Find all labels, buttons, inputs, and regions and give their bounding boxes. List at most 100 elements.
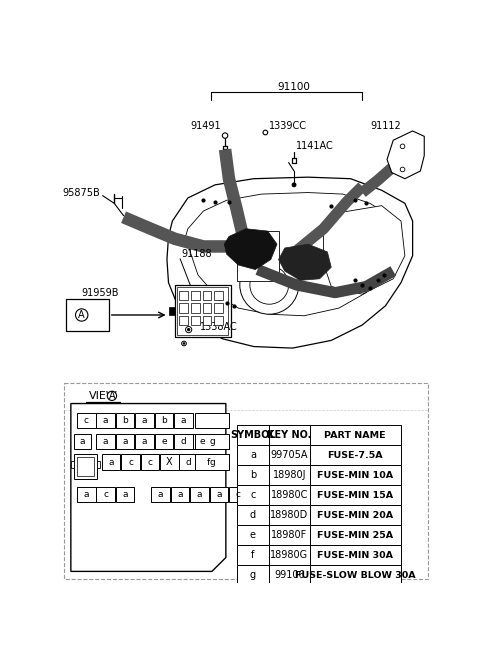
Bar — [269, 425, 310, 445]
Bar — [77, 457, 94, 476]
Text: a: a — [158, 490, 164, 499]
Bar — [214, 291, 223, 301]
Bar — [310, 505, 401, 525]
Text: FUSE-MIN 20A: FUSE-MIN 20A — [317, 511, 393, 519]
Bar — [310, 565, 401, 586]
Text: c: c — [84, 416, 89, 425]
Bar — [203, 291, 211, 301]
Text: d: d — [186, 458, 192, 466]
Text: SYMBOL: SYMBOL — [230, 430, 276, 440]
Text: a: a — [103, 416, 108, 425]
Text: 1338AC: 1338AC — [200, 322, 237, 331]
Bar — [269, 505, 310, 525]
Circle shape — [292, 183, 296, 187]
Text: a: a — [142, 437, 147, 446]
Bar — [310, 465, 401, 485]
Bar — [71, 460, 74, 468]
Text: c: c — [103, 490, 108, 499]
Bar — [116, 434, 134, 449]
Bar — [191, 316, 200, 325]
Circle shape — [183, 343, 185, 345]
Bar — [237, 505, 269, 525]
Bar — [74, 434, 91, 449]
Text: g: g — [250, 571, 256, 580]
Bar — [190, 487, 209, 502]
Text: f: f — [252, 550, 255, 560]
Text: 18980D: 18980D — [270, 510, 309, 520]
Bar — [180, 455, 198, 470]
Bar — [174, 434, 192, 449]
Bar — [237, 425, 269, 445]
Polygon shape — [387, 131, 424, 179]
Text: 91491: 91491 — [191, 121, 221, 130]
Bar — [214, 303, 223, 312]
Text: 1141AC: 1141AC — [296, 141, 334, 151]
Bar — [155, 413, 173, 428]
Bar — [116, 487, 134, 502]
Text: e: e — [250, 530, 256, 540]
Circle shape — [181, 341, 186, 346]
Bar — [210, 487, 228, 502]
Text: A: A — [108, 391, 115, 401]
Text: X: X — [166, 457, 173, 467]
Bar — [64, 383, 428, 579]
Text: 91100: 91100 — [277, 82, 311, 92]
Text: g: g — [209, 458, 215, 466]
Bar — [77, 413, 96, 428]
Bar — [269, 445, 310, 465]
Text: a: a — [142, 416, 147, 425]
Bar — [141, 455, 159, 470]
Text: PART NAME: PART NAME — [324, 430, 386, 440]
Bar — [177, 288, 228, 335]
Polygon shape — [278, 244, 331, 280]
Text: d: d — [180, 437, 186, 446]
Text: VIEW: VIEW — [89, 391, 118, 401]
Bar — [121, 455, 140, 470]
Bar — [174, 413, 192, 428]
Text: A: A — [78, 310, 85, 320]
Circle shape — [222, 133, 228, 138]
Text: c: c — [128, 458, 133, 466]
Circle shape — [400, 144, 405, 149]
Bar — [77, 487, 96, 502]
Circle shape — [107, 391, 117, 400]
Bar — [102, 455, 120, 470]
Bar — [116, 413, 134, 428]
Text: d: d — [250, 510, 256, 520]
Text: KEY NO.: KEY NO. — [267, 430, 312, 440]
Text: FUSE-MIN 10A: FUSE-MIN 10A — [317, 471, 393, 479]
Circle shape — [75, 309, 88, 321]
Polygon shape — [167, 177, 413, 348]
Text: f: f — [206, 458, 210, 466]
Bar — [66, 299, 109, 331]
Bar — [97, 460, 100, 468]
Bar — [269, 525, 310, 545]
Bar — [152, 487, 170, 502]
Text: c: c — [236, 490, 241, 499]
Text: a: a — [197, 490, 202, 499]
Bar — [171, 487, 190, 502]
Text: b: b — [250, 470, 256, 480]
Text: e: e — [161, 437, 167, 446]
Bar — [191, 291, 200, 301]
Bar — [135, 434, 154, 449]
Bar — [269, 485, 310, 505]
Bar — [168, 307, 175, 315]
Text: FUSE-MIN 30A: FUSE-MIN 30A — [317, 551, 393, 560]
Bar — [214, 316, 223, 325]
Text: 18980J: 18980J — [273, 470, 306, 480]
Text: 99705A: 99705A — [271, 450, 308, 460]
Text: 91188: 91188 — [181, 249, 212, 259]
Bar — [237, 545, 269, 565]
Bar — [175, 285, 230, 337]
Text: 91112: 91112 — [370, 121, 401, 132]
Bar — [237, 465, 269, 485]
Circle shape — [400, 167, 405, 172]
Bar — [180, 316, 188, 325]
Bar — [237, 485, 269, 505]
Bar — [203, 303, 211, 312]
Text: a: a — [178, 490, 183, 499]
Bar — [310, 525, 401, 545]
Bar — [74, 455, 97, 479]
Text: 1339CC: 1339CC — [269, 121, 307, 130]
